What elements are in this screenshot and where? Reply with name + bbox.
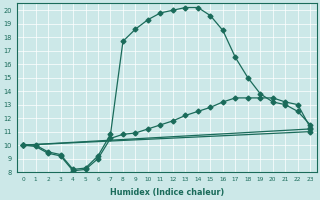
- X-axis label: Humidex (Indice chaleur): Humidex (Indice chaleur): [109, 188, 224, 197]
